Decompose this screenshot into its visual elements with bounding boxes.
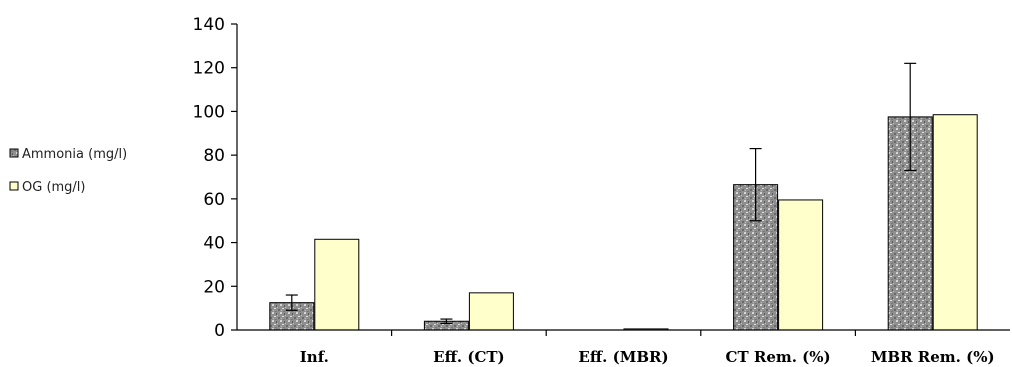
x-tick-label: Eff. (MBR) — [578, 348, 668, 366]
x-tick-label: CT Rem. (%) — [726, 348, 831, 366]
legend: Ammonia (mg/l) OG (mg/l) — [9, 147, 127, 195]
y-tick-label: 120 — [193, 59, 225, 79]
legend-label: OG (mg/l) — [22, 180, 86, 195]
bar-og — [314, 238, 360, 331]
y-tick-label: 40 — [203, 234, 225, 254]
bar-og — [932, 114, 978, 331]
y-axis: 0 20 40 60 80 100 120 140 — [193, 15, 238, 341]
y-tick-label: 80 — [203, 146, 225, 166]
y-tick-label: 140 — [193, 15, 225, 35]
y-tick-label: 20 — [203, 277, 225, 297]
bar-og — [468, 292, 514, 331]
x-tick-label: Inf. — [300, 348, 329, 366]
legend-swatch — [9, 181, 19, 191]
legend-swatch — [9, 148, 19, 158]
x-tick-label: MBR Rem. (%) — [871, 348, 995, 366]
bar-og — [778, 199, 824, 331]
bars — [269, 62, 978, 331]
legend-label: Ammonia (mg/l) — [22, 147, 127, 162]
x-tick-label: Eff. (CT) — [433, 348, 504, 366]
y-tick-label: 100 — [193, 102, 225, 122]
x-axis: Inf. Eff. (CT) Eff. (MBR) CT Rem. (%) MBR Re… — [237, 329, 1010, 366]
y-tick-label: 0 — [214, 321, 225, 341]
y-tick-label: 60 — [203, 190, 225, 210]
